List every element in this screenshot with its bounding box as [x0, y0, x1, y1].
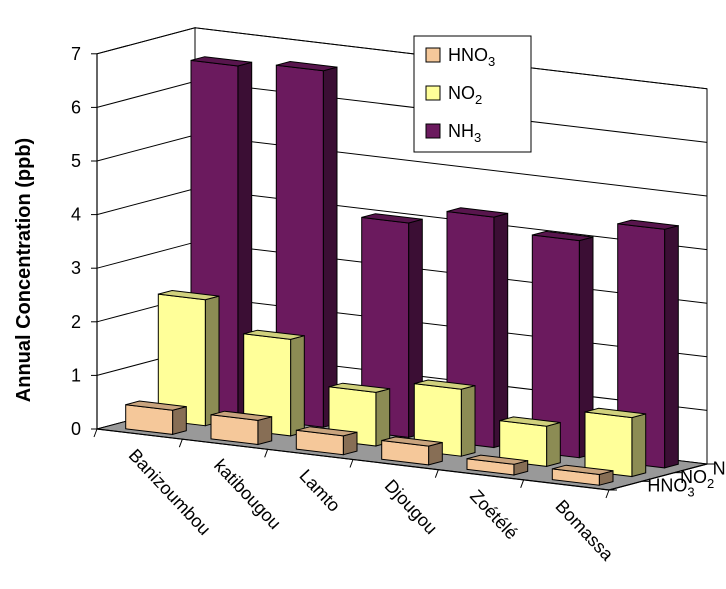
y-tick-label: 6	[71, 97, 81, 117]
bar-HNO3-Bomassa	[551, 464, 614, 486]
legend: HNO3 NO2 NH3	[413, 35, 532, 153]
legend-swatch-HNO3	[425, 47, 441, 63]
legend-label-NO2: NO2	[448, 83, 482, 107]
x-tick-label: Banizoumbou	[125, 445, 215, 539]
bar-NO2-Zoétélé	[499, 416, 561, 468]
y-tick-label: 4	[71, 205, 81, 225]
x-tick-label: Zoétélé	[466, 486, 522, 543]
bar-HNO3-Banizoumbou	[125, 400, 187, 436]
x-tick-label: Djougou	[381, 476, 441, 539]
x-tick-label: Lamto	[295, 465, 344, 515]
series-axis-label-NH3: NH3	[713, 458, 726, 482]
bar-NH3-Bomassa	[617, 219, 679, 469]
series-axis-line	[608, 463, 708, 491]
legend-swatch-NO2	[425, 85, 441, 101]
bar-NO2-Bomassa	[584, 407, 647, 478]
bar-HNO3-Djougou	[381, 436, 443, 466]
y-tick-label: 7	[71, 44, 81, 64]
x-tick-label: Bomassa	[551, 496, 618, 565]
bar-NO2-Djougou	[413, 379, 476, 457]
bar-NH3-Zoétélé	[531, 230, 594, 459]
bar-HNO3-Lamto	[295, 426, 358, 456]
y-tick-labels: 0 1 2 3 4 5 6 7	[71, 44, 81, 439]
bar-NO2-katibougou	[243, 329, 305, 437]
bars	[125, 56, 679, 486]
x-tick-label: katibougou	[210, 455, 285, 533]
bar-HNO3-katibougou	[210, 410, 273, 446]
series-axis-label-HNO3: HNO3	[647, 476, 694, 500]
series-axis-label-NO2: NO2	[680, 467, 714, 491]
y-tick-label: 0	[71, 419, 81, 439]
y-tick-label: 3	[71, 258, 81, 278]
axes	[91, 53, 715, 499]
y-axis-label: Annual Concentration (ppb)	[13, 138, 35, 402]
legend-label-NH3: NH3	[448, 121, 481, 145]
gridline	[96, 27, 708, 90]
legend-label-HNO3: HNO3	[448, 45, 495, 69]
legend-swatch-NH3	[425, 123, 441, 139]
y-tick-label: 1	[71, 365, 81, 385]
y-tick-label: 2	[71, 312, 81, 332]
y-tick-label: 5	[71, 151, 81, 171]
bar-HNO3-Zoétélé	[466, 454, 529, 476]
